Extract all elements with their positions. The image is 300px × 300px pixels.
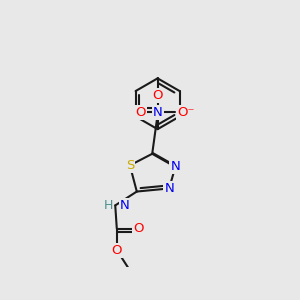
Text: O: O — [133, 222, 144, 235]
Text: H: H — [103, 199, 113, 212]
Text: O: O — [152, 89, 163, 102]
Text: N: N — [170, 160, 180, 173]
Text: O: O — [135, 106, 146, 119]
Text: N: N — [153, 106, 163, 119]
Text: O: O — [112, 244, 122, 256]
Text: O⁻: O⁻ — [177, 106, 194, 119]
Text: N: N — [120, 199, 130, 212]
Text: N: N — [164, 182, 174, 195]
Text: S: S — [126, 159, 134, 172]
